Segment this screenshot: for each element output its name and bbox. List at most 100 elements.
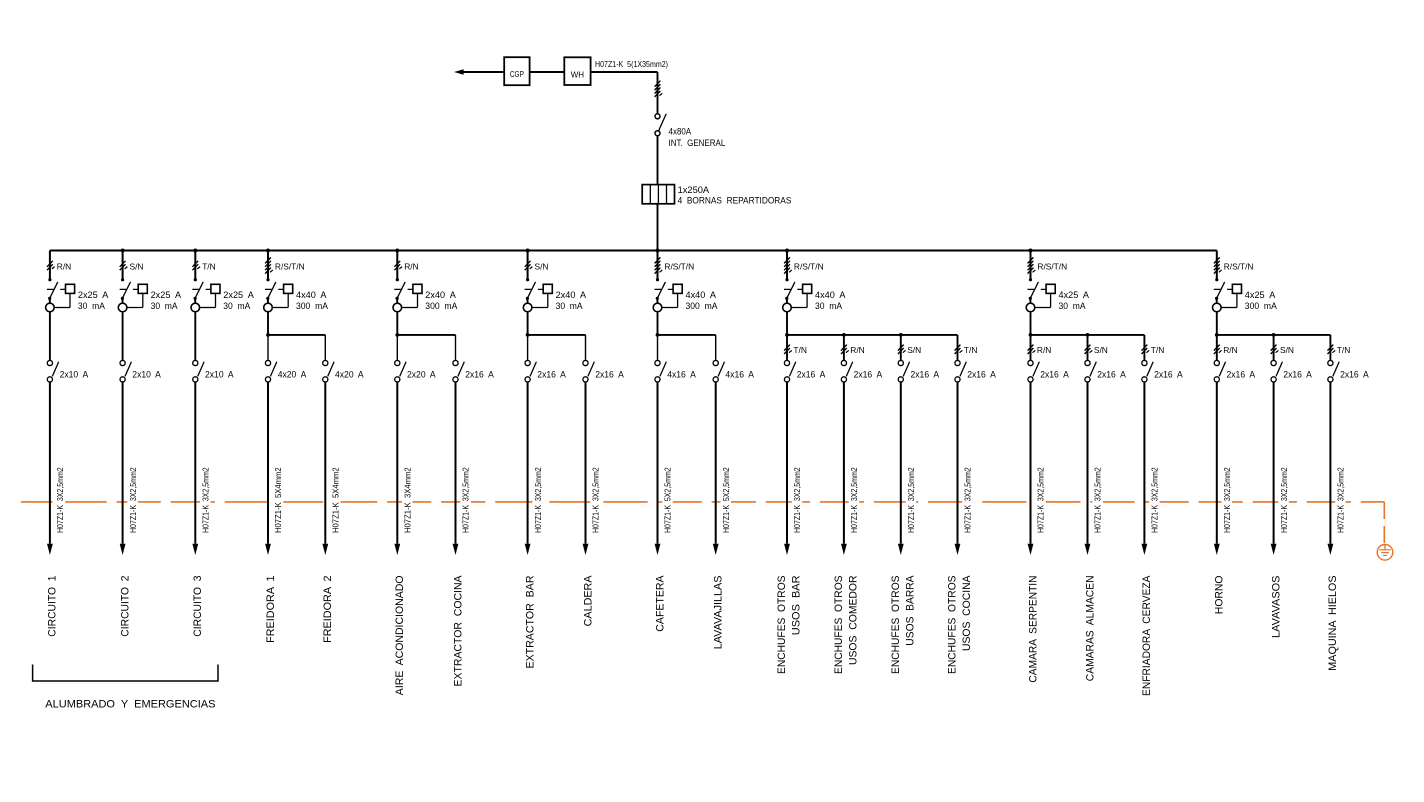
svg-text:R/S/T/N: R/S/T/N — [664, 261, 694, 271]
svg-text:4x80A: 4x80A — [669, 127, 692, 137]
svg-text:2x25 A: 2x25 A — [151, 290, 182, 300]
svg-text:WH: WH — [571, 70, 585, 79]
svg-text:R/N: R/N — [1223, 345, 1237, 355]
svg-text:S/N: S/N — [130, 261, 144, 271]
svg-text:2x16 A: 2x16 A — [1097, 370, 1126, 380]
svg-text:2x16 A: 2x16 A — [797, 370, 826, 380]
svg-text:H07Z1-K 3X2,5mm2: H07Z1-K 3X2,5mm2 — [591, 467, 601, 533]
svg-text:INT. GENERAL: INT. GENERAL — [669, 138, 726, 148]
svg-text:USOS COCINA: USOS COCINA — [961, 575, 973, 651]
svg-text:4x25 A: 4x25 A — [1245, 290, 1276, 300]
svg-text:2x16 A: 2x16 A — [1283, 370, 1312, 380]
svg-text:2x16 A: 2x16 A — [1040, 370, 1069, 380]
svg-text:4x20 A: 4x20 A — [278, 370, 307, 380]
svg-text:H07Z1-K 3X2,5mm2: H07Z1-K 3X2,5mm2 — [55, 467, 65, 533]
svg-text:1x250A: 1x250A — [678, 185, 710, 195]
svg-text:H07Z1-K 3X2,5mm2: H07Z1-K 3X2,5mm2 — [1222, 467, 1232, 533]
svg-text:R/N: R/N — [1037, 345, 1051, 355]
svg-text:300 mA: 300 mA — [425, 301, 458, 311]
svg-text:H07Z1-K 3X2,5mm2: H07Z1-K 3X2,5mm2 — [1093, 467, 1103, 533]
svg-text:H07Z1-K 3X2,5mm2: H07Z1-K 3X2,5mm2 — [1036, 467, 1046, 533]
svg-text:2x25 A: 2x25 A — [78, 290, 109, 300]
svg-text:R/N: R/N — [57, 261, 71, 271]
svg-text:4 BORNAS REPARTIDORAS: 4 BORNAS REPARTIDORAS — [678, 196, 792, 206]
svg-text:2x25 A: 2x25 A — [223, 290, 254, 300]
svg-text:H07Z1-K 3X2,5mm2: H07Z1-K 3X2,5mm2 — [1150, 467, 1160, 533]
svg-text:2x40 A: 2x40 A — [425, 290, 456, 300]
svg-text:HORNO: HORNO — [1214, 575, 1226, 614]
svg-text:4x40 A: 4x40 A — [686, 290, 717, 300]
svg-text:S/N: S/N — [1280, 345, 1294, 355]
svg-text:AIRE ACONDICIONADO: AIRE ACONDICIONADO — [394, 575, 406, 695]
svg-text:H07Z1-K 3X2,5mm2: H07Z1-K 3X2,5mm2 — [1336, 467, 1346, 533]
svg-text:300 mA: 300 mA — [296, 301, 329, 311]
svg-text:LAVAVAJILLAS: LAVAVAJILLAS — [713, 576, 725, 650]
svg-text:300 mA: 300 mA — [686, 301, 719, 311]
svg-text:H07Z1-K 3X2,5mm2: H07Z1-K 3X2,5mm2 — [792, 467, 802, 533]
svg-text:2x16 A: 2x16 A — [465, 370, 494, 380]
svg-text:ENCHUFES OTROS: ENCHUFES OTROS — [776, 576, 788, 675]
svg-text:2x20 A: 2x20 A — [407, 370, 436, 380]
svg-text:2x16 A: 2x16 A — [911, 370, 940, 380]
svg-text:EXTRACTOR BAR: EXTRACTOR BAR — [524, 575, 536, 668]
svg-text:4x40 A: 4x40 A — [815, 290, 846, 300]
svg-text:LAVAVASOS: LAVAVASOS — [1270, 576, 1282, 639]
svg-text:USOS BAR: USOS BAR — [791, 575, 803, 635]
svg-text:H07Z1-K 3X4mm2: H07Z1-K 3X4mm2 — [403, 467, 413, 533]
svg-text:CIRCUITO 2: CIRCUITO 2 — [119, 576, 131, 637]
svg-text:ENFRIADORA CERVEZA: ENFRIADORA CERVEZA — [1141, 575, 1153, 696]
svg-text:H07Z1-K 5(1X35mm2): H07Z1-K 5(1X35mm2) — [595, 60, 668, 69]
svg-text:2x16 A: 2x16 A — [595, 370, 624, 380]
svg-text:ENCHUFES OTROS: ENCHUFES OTROS — [947, 576, 959, 675]
svg-text:R/S/T/N: R/S/T/N — [1037, 261, 1067, 271]
svg-text:4x20 A: 4x20 A — [335, 370, 364, 380]
svg-text:4x16 A: 4x16 A — [667, 370, 696, 380]
svg-text:4x40 A: 4x40 A — [296, 290, 327, 300]
svg-text:30 mA: 30 mA — [815, 301, 843, 311]
svg-text:R/N: R/N — [850, 345, 864, 355]
svg-text:30 mA: 30 mA — [151, 301, 179, 311]
svg-text:30 mA: 30 mA — [556, 301, 584, 311]
svg-text:300 mA: 300 mA — [1245, 301, 1278, 311]
svg-text:2x16 A: 2x16 A — [1154, 370, 1183, 380]
svg-text:S/N: S/N — [1094, 345, 1108, 355]
svg-text:CALDERA: CALDERA — [582, 575, 594, 627]
svg-text:H07Z1-K 3X2,5mm2: H07Z1-K 3X2,5mm2 — [963, 467, 973, 533]
svg-text:CAFETERA: CAFETERA — [654, 575, 666, 632]
svg-text:R/S/T/N: R/S/T/N — [1224, 261, 1254, 271]
svg-text:H07Z1-K 3X2,5mm2: H07Z1-K 3X2,5mm2 — [533, 467, 543, 533]
svg-text:S/N: S/N — [907, 345, 921, 355]
svg-text:T/N: T/N — [964, 345, 978, 355]
svg-text:H07Z1-K 3X2,5mm2: H07Z1-K 3X2,5mm2 — [849, 467, 859, 533]
svg-text:H07Z1-K 3X2,5mm2: H07Z1-K 3X2,5mm2 — [461, 467, 471, 533]
svg-text:H07Z1-K 5X2,5mm2: H07Z1-K 5X2,5mm2 — [721, 467, 731, 533]
svg-text:CAMARA SERPENTIN: CAMARA SERPENTIN — [1027, 575, 1039, 682]
svg-text:S/N: S/N — [535, 261, 549, 271]
svg-text:CIRCUITO 1: CIRCUITO 1 — [47, 576, 59, 637]
svg-text:2x10 A: 2x10 A — [132, 370, 161, 380]
svg-text:T/N: T/N — [1337, 345, 1351, 355]
svg-text:4x16 A: 4x16 A — [725, 370, 754, 380]
svg-text:USOS COMEDOR: USOS COMEDOR — [847, 575, 859, 665]
svg-text:2x10 A: 2x10 A — [205, 370, 234, 380]
svg-text:MAQUINA HIELOS: MAQUINA HIELOS — [1327, 576, 1339, 671]
svg-text:T/N: T/N — [793, 345, 807, 355]
svg-text:30 mA: 30 mA — [223, 301, 251, 311]
svg-text:H07Z1-K 3X2,5mm2: H07Z1-K 3X2,5mm2 — [128, 467, 138, 533]
svg-text:ENCHUFES OTROS: ENCHUFES OTROS — [833, 576, 845, 675]
svg-text:T/N: T/N — [202, 261, 216, 271]
svg-text:ENCHUFES OTROS: ENCHUFES OTROS — [890, 576, 902, 675]
svg-text:H07Z1-K 3X2,5mm2: H07Z1-K 3X2,5mm2 — [201, 467, 211, 533]
svg-text:2x40 A: 2x40 A — [556, 290, 587, 300]
svg-text:H07Z1-K 5X2,5mm2: H07Z1-K 5X2,5mm2 — [663, 467, 673, 533]
svg-text:H07Z1-K 5X4mm2: H07Z1-K 5X4mm2 — [273, 467, 283, 533]
svg-text:CIRCUITO 3: CIRCUITO 3 — [192, 576, 204, 637]
svg-text:30 mA: 30 mA — [78, 301, 106, 311]
svg-text:R/S/T/N: R/S/T/N — [275, 261, 305, 271]
svg-text:EXTRACTOR COCINA: EXTRACTOR COCINA — [452, 575, 464, 687]
svg-text:CAMARAS ALMACEN: CAMARAS ALMACEN — [1084, 575, 1096, 681]
svg-text:USOS BARRA: USOS BARRA — [904, 575, 916, 646]
svg-text:30 mA: 30 mA — [1059, 301, 1087, 311]
svg-text:FREIDORA 1: FREIDORA 1 — [265, 576, 277, 643]
svg-text:2x16 A: 2x16 A — [1227, 370, 1256, 380]
